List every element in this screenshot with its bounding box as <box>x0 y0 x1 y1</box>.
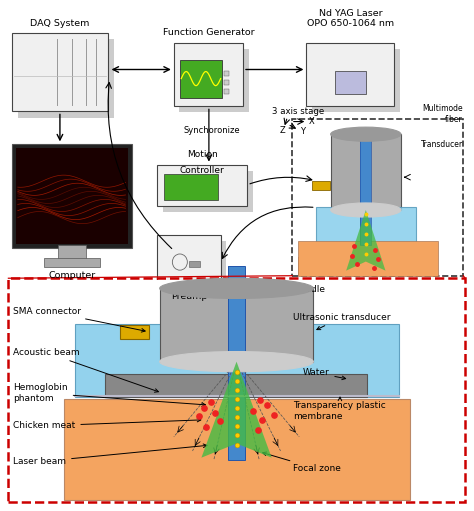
Text: Water: Water <box>302 368 346 380</box>
Ellipse shape <box>160 352 313 371</box>
FancyBboxPatch shape <box>64 399 410 500</box>
FancyBboxPatch shape <box>224 71 229 76</box>
FancyBboxPatch shape <box>360 129 372 245</box>
Text: Synchoronize: Synchoronize <box>183 126 240 135</box>
FancyBboxPatch shape <box>331 134 401 210</box>
Text: Transparency plastic
membrane: Transparency plastic membrane <box>293 397 386 421</box>
FancyBboxPatch shape <box>298 257 438 276</box>
FancyBboxPatch shape <box>306 43 394 106</box>
FancyBboxPatch shape <box>157 235 220 288</box>
Text: Focal zone: Focal zone <box>263 452 341 473</box>
Text: Hemoglobin
phantom: Hemoglobin phantom <box>13 383 206 406</box>
FancyBboxPatch shape <box>180 60 222 98</box>
FancyBboxPatch shape <box>160 288 313 362</box>
FancyBboxPatch shape <box>164 174 218 200</box>
FancyBboxPatch shape <box>18 39 114 118</box>
FancyBboxPatch shape <box>224 80 229 85</box>
Text: Preamp: Preamp <box>171 292 208 301</box>
FancyBboxPatch shape <box>174 43 243 106</box>
FancyBboxPatch shape <box>11 280 462 500</box>
FancyBboxPatch shape <box>312 181 330 190</box>
FancyBboxPatch shape <box>336 71 366 94</box>
FancyBboxPatch shape <box>58 245 86 261</box>
Text: Z: Z <box>280 126 286 135</box>
FancyBboxPatch shape <box>298 260 438 276</box>
Text: Acoustic beam: Acoustic beam <box>13 348 158 392</box>
Text: Laser beam: Laser beam <box>13 444 207 466</box>
Ellipse shape <box>160 278 313 298</box>
Text: SMA connector: SMA connector <box>13 307 145 332</box>
FancyBboxPatch shape <box>75 324 399 397</box>
Polygon shape <box>346 210 385 271</box>
FancyBboxPatch shape <box>312 49 400 112</box>
FancyBboxPatch shape <box>120 325 149 339</box>
Text: Controller: Controller <box>180 166 225 175</box>
FancyBboxPatch shape <box>298 241 438 276</box>
FancyBboxPatch shape <box>16 148 128 244</box>
Text: X: X <box>309 117 315 126</box>
Text: Function Generator: Function Generator <box>163 28 254 37</box>
Text: Ultrasonic transducer: Ultrasonic transducer <box>293 313 391 330</box>
Text: Nd YAG Laser
OPO 650-1064 nm: Nd YAG Laser OPO 650-1064 nm <box>307 9 394 28</box>
Text: Multimode
fiber: Multimode fiber <box>422 104 463 124</box>
FancyBboxPatch shape <box>157 165 247 206</box>
Text: Needle: Needle <box>240 285 325 294</box>
Text: 3 axis stage: 3 axis stage <box>272 107 324 116</box>
FancyBboxPatch shape <box>105 374 367 397</box>
Text: Chicken meat: Chicken meat <box>13 418 201 430</box>
Text: Y: Y <box>300 127 305 136</box>
FancyBboxPatch shape <box>163 241 226 294</box>
Text: Motion: Motion <box>187 150 218 159</box>
Text: Transducer: Transducer <box>420 140 463 149</box>
FancyBboxPatch shape <box>228 266 245 460</box>
FancyBboxPatch shape <box>12 144 132 248</box>
FancyBboxPatch shape <box>316 207 417 261</box>
Polygon shape <box>201 362 272 458</box>
Text: Computer: Computer <box>48 271 96 280</box>
FancyBboxPatch shape <box>179 49 249 112</box>
Ellipse shape <box>331 203 401 217</box>
FancyBboxPatch shape <box>224 89 229 94</box>
Ellipse shape <box>331 127 401 141</box>
FancyBboxPatch shape <box>12 33 108 111</box>
FancyBboxPatch shape <box>163 171 253 212</box>
FancyBboxPatch shape <box>44 258 100 267</box>
FancyBboxPatch shape <box>189 261 200 267</box>
Text: DAQ System: DAQ System <box>30 19 90 28</box>
